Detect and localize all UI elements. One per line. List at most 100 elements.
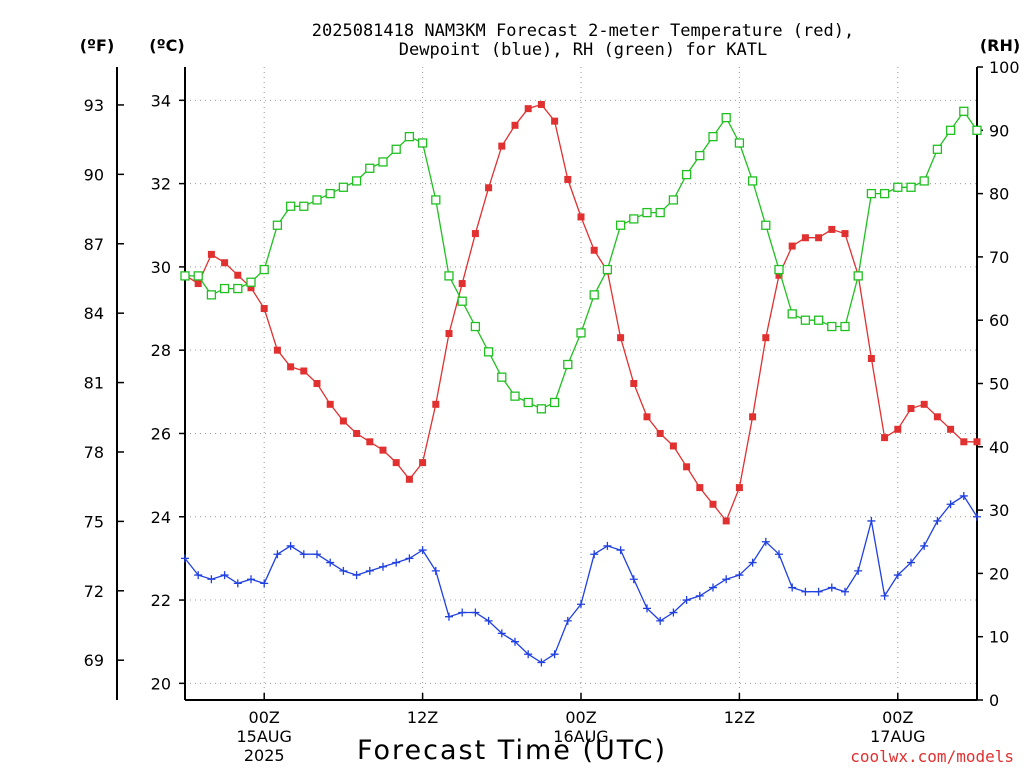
dewpoint-point [854, 566, 863, 575]
celsius-unit-label: (ºC) [149, 36, 184, 55]
rh-tick-label: 0 [989, 691, 999, 710]
celsius-tick-label: 24 [151, 508, 171, 527]
dewpoint-point [827, 583, 836, 592]
dewpoint-point [233, 579, 242, 588]
x-tick-date: 17AUG [870, 727, 925, 746]
temperature-point [630, 380, 638, 387]
dewpoint-point [299, 550, 308, 559]
temperature-point [458, 280, 466, 288]
dewpoint-point [669, 608, 678, 617]
rh-point [285, 201, 296, 211]
dewpoint-point [682, 596, 691, 605]
rh-point [827, 321, 837, 332]
rh-point [761, 220, 771, 230]
dewpoint-point [577, 600, 585, 609]
dewpoint-point [656, 616, 665, 625]
temperature-point [564, 175, 572, 183]
rh-point [378, 157, 388, 167]
temperature-point [577, 213, 585, 221]
dewpoint-point [247, 575, 255, 584]
dewpoint-point [603, 541, 612, 550]
dewpoint-point [550, 650, 559, 659]
temperature-point [537, 100, 545, 108]
celsius-tick-label: 22 [151, 591, 171, 610]
dewpoint-point [524, 650, 533, 659]
rh-point [813, 315, 824, 325]
rh-point [840, 321, 850, 332]
dewpoint-point [352, 571, 361, 580]
fahrenheit-tick-label: 84 [84, 304, 104, 323]
dewpoint-point [616, 546, 625, 555]
temperature-point [524, 105, 532, 113]
rh-point [629, 214, 639, 224]
temperature-point [445, 330, 453, 338]
rh-point [549, 397, 560, 408]
rh-point [272, 220, 283, 230]
dewpoint-point [379, 562, 387, 571]
dewpoint-point [973, 512, 981, 521]
temperature-point [379, 446, 387, 454]
dewpoint-point [326, 558, 335, 567]
rh-point [338, 182, 349, 192]
credit-label: coolwx.com/models [850, 747, 1014, 766]
dewpoint-point [907, 558, 915, 567]
fahrenheit-tick-label: 93 [84, 96, 104, 115]
rh-point [351, 176, 362, 186]
rh-point [404, 131, 415, 142]
rh-point [932, 144, 943, 154]
rh-tick-label: 70 [989, 248, 1009, 267]
temperature-point [590, 246, 598, 254]
rh-point [576, 328, 586, 338]
temperature-point [709, 500, 717, 508]
temperature-point [669, 442, 677, 450]
dewpoint-point [484, 616, 493, 625]
rh-point [563, 359, 573, 370]
rh-point [417, 138, 428, 148]
temperature-point [471, 230, 479, 238]
x-axis-label: Forecast Time (UTC) [357, 735, 667, 766]
rh-point [457, 296, 467, 306]
temperature-point [339, 417, 347, 425]
dewpoint-point [511, 637, 519, 646]
temperature-point [392, 459, 400, 467]
temperature-point [920, 400, 928, 408]
rh-point [536, 404, 547, 414]
rh-point [589, 290, 599, 300]
rh-point [602, 264, 613, 275]
rh-point [879, 188, 890, 199]
rh-point [470, 321, 481, 332]
rh-point [510, 391, 520, 401]
temperature-point [696, 484, 704, 492]
temperature-point [194, 280, 202, 288]
rh-point [497, 372, 507, 382]
temperature-point [287, 363, 295, 371]
temperature-point [788, 242, 796, 250]
dewpoint-point [273, 550, 282, 559]
celsius-tick-label: 28 [151, 341, 171, 360]
dewpoint-point [801, 587, 810, 596]
temperature-point [656, 429, 664, 437]
rh-tick-label: 50 [989, 375, 1009, 394]
dewpoint-point [788, 583, 797, 592]
temperature-series [181, 100, 981, 525]
dewpoint-point [841, 587, 849, 596]
dewpoint-point [405, 554, 414, 563]
chart-title-line2: Dewpoint (blue), RH (green) for KATL [399, 40, 767, 60]
rh-point [708, 131, 718, 142]
tick-labels: 20 22 24 26 28 30 32 34 69 72 75 78 81 84 87 90 93 0 10 20 3… [84, 58, 1020, 765]
temperature-point [498, 142, 506, 150]
rh-point [431, 195, 441, 205]
temperature-point [815, 234, 823, 242]
dewpoint-point [880, 591, 889, 600]
rh-tick-label: 100 [989, 58, 1020, 77]
temperature-point [947, 425, 955, 433]
temperature-point [432, 400, 440, 408]
temperature-point [722, 517, 730, 525]
rh-series [180, 106, 982, 414]
fahrenheit-tick-label: 81 [84, 374, 104, 393]
rh-point [246, 277, 256, 287]
rh-point [906, 182, 916, 192]
temperature-point [273, 346, 281, 354]
temperature-point [485, 184, 493, 192]
temperature-point [207, 250, 215, 258]
